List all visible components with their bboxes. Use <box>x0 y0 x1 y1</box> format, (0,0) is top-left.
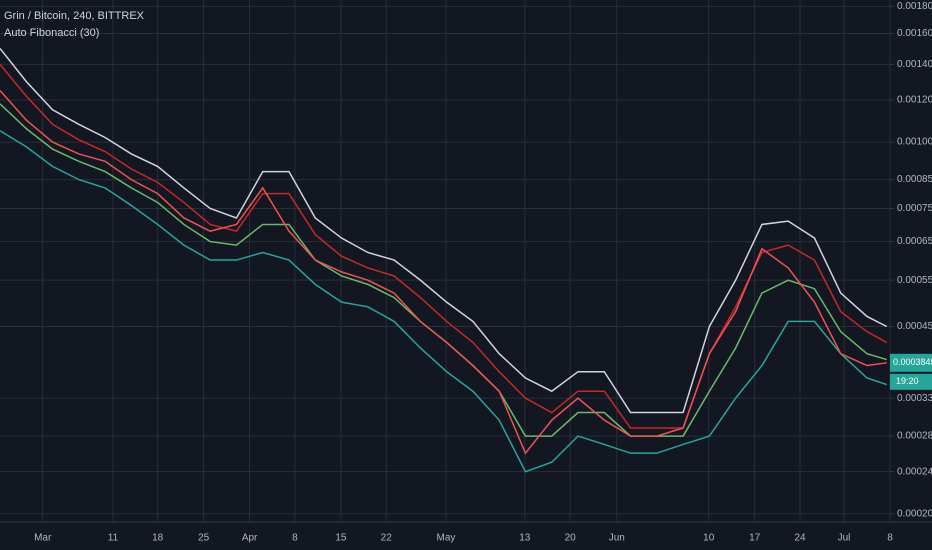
y-tick-label: 0.00055000 <box>897 275 932 286</box>
y-tick-label: 0.00028000 <box>897 431 932 442</box>
x-tick-label: 25 <box>198 533 210 544</box>
y-tick-label: 0.00140000 <box>897 59 932 70</box>
chart-title: Grin / Bitcoin, 240, BITTREX <box>4 10 145 22</box>
y-tick-label: 0.00024000 <box>897 466 932 477</box>
plot <box>0 47 888 473</box>
x-tick-label: 11 <box>108 533 119 544</box>
y-tick-label: 0.00020000 <box>897 508 932 519</box>
last-price-box <box>890 353 932 372</box>
x-tick-label: 20 <box>565 533 577 544</box>
y-tick-label: 0.00100000 <box>897 137 932 148</box>
y-tick-label: 0.00180000 <box>897 1 932 12</box>
countdown-box <box>890 373 932 390</box>
series-line <box>0 90 887 455</box>
series-line <box>0 130 887 473</box>
last-price-label: 0.00038452 <box>893 357 932 367</box>
x-tick-label: 15 <box>335 533 347 544</box>
y-tick-label: 0.00085000 <box>897 174 932 185</box>
countdown-label: 19:20 <box>896 376 919 386</box>
x-tick-label: Mar <box>34 533 52 544</box>
x-tick-label: Jun <box>609 533 625 544</box>
indicator-label: Auto Fibonacci (30) <box>4 27 99 39</box>
y-tick-label: 0.00045000 <box>897 321 932 332</box>
grid <box>0 0 891 522</box>
x-tick-label: Jul <box>838 533 851 544</box>
x-tick-label: 24 <box>794 533 806 544</box>
y-tick-label: 0.00065000 <box>897 236 932 247</box>
y-tick-label: 0.00120000 <box>897 95 932 106</box>
x-tick-label: Apr <box>242 533 258 544</box>
x-tick-label: 22 <box>381 533 393 544</box>
x-tick-label: May <box>437 533 456 544</box>
x-tick-label: 10 <box>703 533 715 544</box>
x-tick-label: 18 <box>152 533 164 544</box>
y-tick-label: 0.00075000 <box>897 203 932 214</box>
y-tick-label: 0.00160000 <box>897 28 932 39</box>
x-tick-label: 8 <box>292 533 298 544</box>
x-tick-label: 17 <box>749 533 761 544</box>
x-tick-label: 13 <box>519 533 531 544</box>
x-tick-label: 8 <box>887 533 893 544</box>
y-tick-label: 0.00033000 <box>897 393 932 404</box>
series-line <box>0 47 888 414</box>
